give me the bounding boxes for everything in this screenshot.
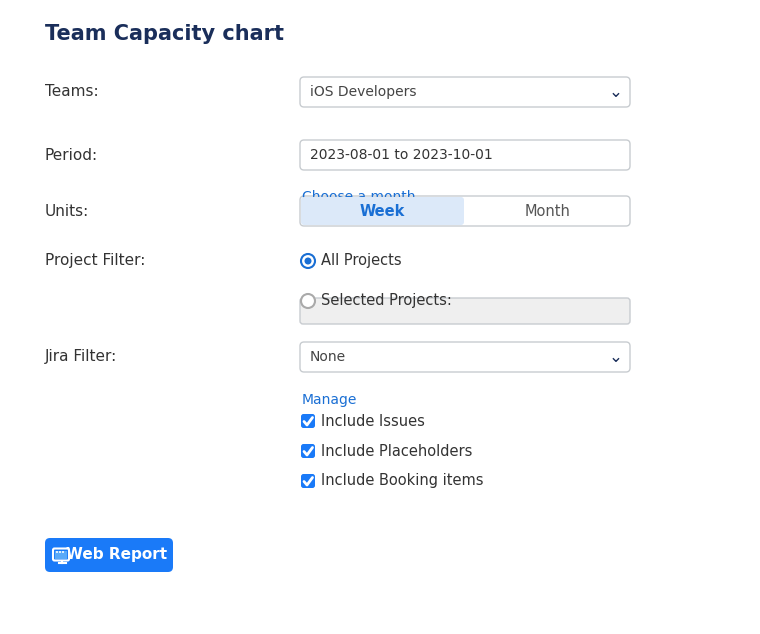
FancyBboxPatch shape (300, 298, 630, 324)
Circle shape (59, 551, 61, 553)
FancyBboxPatch shape (53, 548, 69, 560)
Circle shape (301, 254, 315, 268)
Text: ⌄: ⌄ (609, 348, 623, 366)
Text: All Projects: All Projects (321, 254, 401, 269)
FancyBboxPatch shape (301, 197, 464, 225)
Circle shape (62, 551, 64, 553)
Text: Project Filter:: Project Filter: (45, 254, 145, 269)
FancyBboxPatch shape (300, 342, 630, 372)
Text: Period:: Period: (45, 148, 98, 162)
Text: Manage: Manage (302, 393, 357, 407)
Text: Choose a month: Choose a month (302, 190, 416, 204)
Text: iOS Developers: iOS Developers (310, 85, 416, 99)
FancyBboxPatch shape (300, 77, 630, 107)
Text: Selected Projects:: Selected Projects: (321, 294, 452, 309)
Text: Jira Filter:: Jira Filter: (45, 349, 117, 365)
Text: Web Report: Web Report (66, 548, 167, 562)
Text: Month: Month (524, 204, 571, 219)
Text: Teams:: Teams: (45, 84, 99, 100)
FancyBboxPatch shape (300, 140, 630, 170)
FancyBboxPatch shape (301, 474, 315, 488)
FancyBboxPatch shape (301, 414, 315, 428)
Text: ⌄: ⌄ (609, 83, 623, 101)
Circle shape (301, 294, 315, 308)
FancyBboxPatch shape (45, 538, 173, 572)
Text: Team Capacity chart: Team Capacity chart (45, 24, 284, 44)
Text: Include Issues: Include Issues (321, 413, 425, 429)
Text: Include Placeholders: Include Placeholders (321, 444, 473, 458)
Bar (55, 550, 67, 559)
Text: None: None (310, 350, 346, 364)
Text: Units:: Units: (45, 204, 89, 219)
Text: 2023-08-01 to 2023-10-01: 2023-08-01 to 2023-10-01 (310, 148, 492, 162)
Text: Week: Week (359, 204, 405, 219)
Circle shape (56, 551, 58, 553)
FancyBboxPatch shape (300, 196, 630, 226)
Text: Include Booking items: Include Booking items (321, 474, 483, 489)
FancyBboxPatch shape (301, 444, 315, 458)
Circle shape (305, 257, 312, 264)
